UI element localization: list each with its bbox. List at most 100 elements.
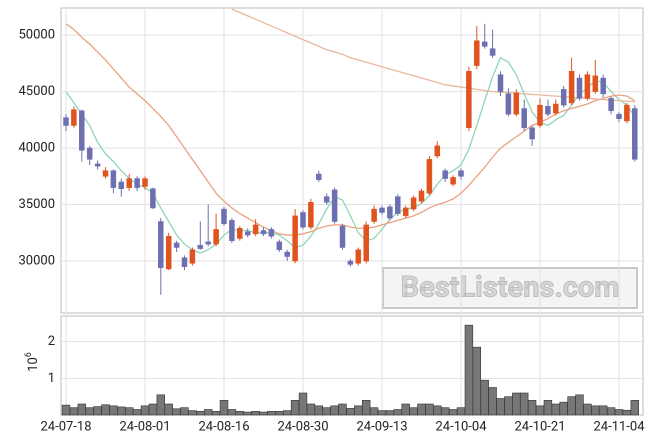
candle-body [521,108,527,128]
volume-bar [93,406,102,416]
volume-bar [519,392,529,416]
volume-bar [598,405,608,416]
volume-bar [227,409,237,416]
candle-body [529,127,535,140]
candle-body [584,74,591,99]
candle-body [331,189,338,222]
candle-body [205,241,211,245]
x-tick-label: 24-09-13 [356,419,407,434]
candle-body [545,106,551,115]
candle-body [197,244,204,249]
candle-body [268,229,275,237]
volume-bar [77,403,87,416]
candle-body [292,215,298,262]
volume-bar [117,406,126,416]
volume-bar [188,410,197,416]
candle-body [165,235,172,270]
candle-body [513,92,520,115]
volume-bar [480,379,489,416]
candle-body [173,242,180,248]
volume-bar [290,400,300,416]
volume-bar [464,324,474,416]
volume-bar [369,407,379,416]
candle-body [213,229,219,245]
candle-body [624,104,630,122]
candle-body [63,117,69,126]
candle-body [458,170,464,177]
volume-bar [385,410,395,416]
candle-body [489,48,496,56]
candle-body [632,108,638,160]
volume-bar [275,411,284,416]
volume-bar [583,403,592,416]
volume-bar [559,401,568,416]
candle-body [110,170,117,188]
y-tick-label: 50000 [18,28,55,43]
volume-bar [496,398,505,416]
volume-panel [60,315,644,416]
x-tick-label: 24-08-01 [119,419,170,434]
volume-bar [346,408,355,416]
volume-bar [109,405,118,416]
candle-body [300,212,306,228]
candle-body [576,77,583,99]
volume-bar [211,411,221,416]
candle-body [158,221,164,269]
candle-body [481,41,488,47]
volume-bar [377,410,387,416]
price-plot [63,8,638,295]
candle-body [568,71,575,104]
y-tick-label: 45000 [18,84,55,99]
candle-body [418,190,425,202]
candle-body [363,224,369,262]
candle-body [237,228,243,239]
volume-bar [314,405,323,416]
volume-bar [140,405,150,416]
volume-bar [456,407,466,416]
volume-bar [156,394,165,416]
candle-body [126,178,132,188]
candle-body [102,170,109,177]
volume-bar [204,409,213,416]
candle-body [608,98,614,112]
candle-body [410,197,417,210]
volume-bar [575,394,584,416]
candle-body [86,147,93,160]
candle-body [497,74,504,92]
candle-body [371,208,377,222]
volume-bar [630,400,640,416]
volume-bar [535,405,545,416]
volume-bar [591,405,600,416]
volume-bar [409,407,418,416]
candle-body [434,145,441,157]
candle-body [553,103,559,114]
volume-bar [85,407,94,416]
candle-body [395,196,401,214]
volume-bar [472,346,481,416]
volume-bar [61,404,71,416]
x-tick-label: 24-10-04 [435,419,487,434]
volume-bar [330,405,339,416]
volume-bar [448,409,458,416]
candle-body [560,89,567,106]
volume-bar [322,407,331,416]
volume-bar [567,396,576,416]
volume-bar [235,411,244,416]
x-tick-label: 24-08-30 [277,419,328,434]
candle-body [181,257,188,267]
x-tick-label: 24-10-21 [514,419,565,434]
volume-bar [512,392,521,416]
volume-bar [164,403,173,416]
plot-content: 30000 35000 40000 45000 50000 1 2 24-07-18 24-08… [18,8,645,434]
volume-bar [172,408,181,416]
x-tick-label: 24-11-04 [593,419,645,434]
volume-bar [125,407,134,416]
candle-body [189,249,196,264]
candle-body [260,230,267,235]
volume-bar [306,403,316,416]
volume-bar [259,411,268,416]
candle-body [537,104,543,126]
volume-bar [606,407,616,416]
candle-body [466,71,472,128]
